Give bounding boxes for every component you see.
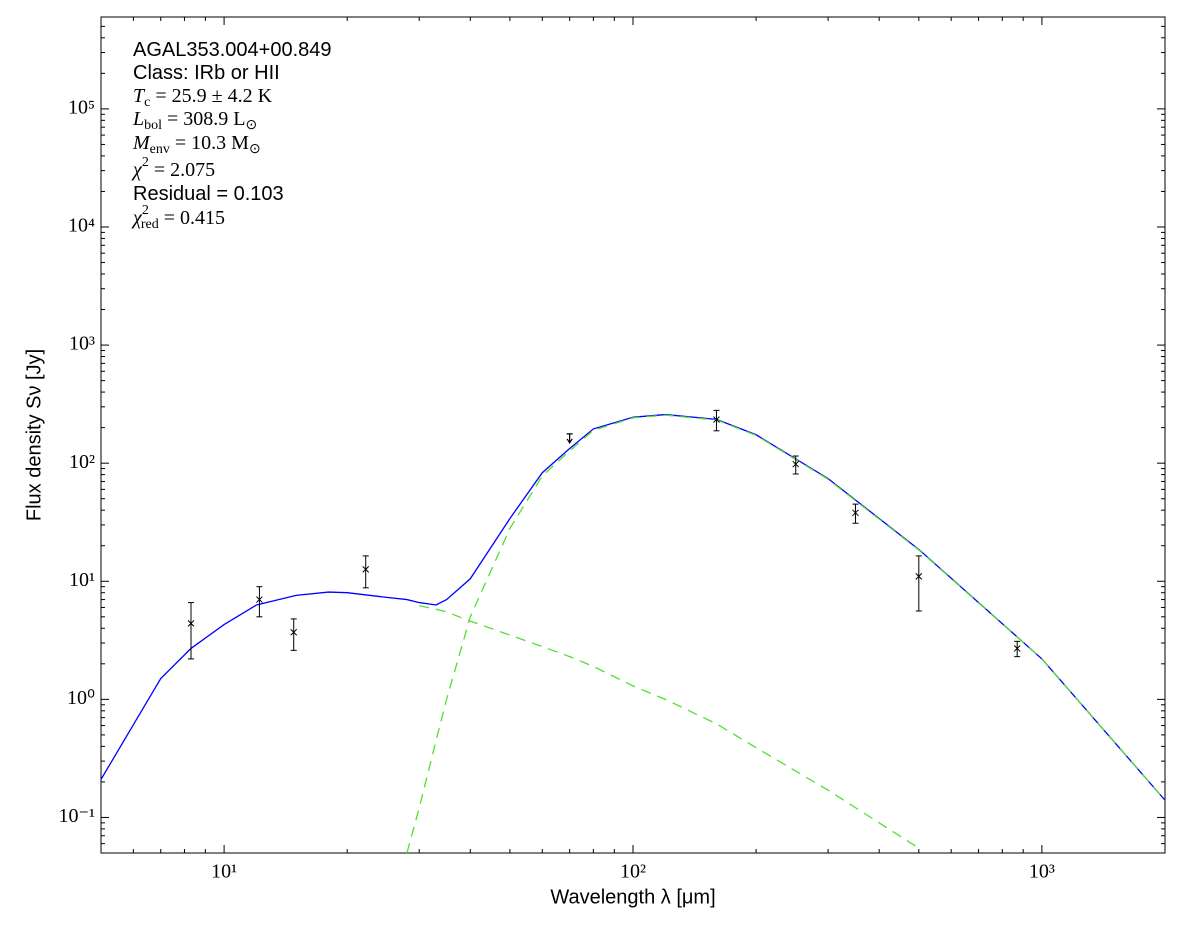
annotation-part: χ <box>131 207 143 229</box>
annotation-part: AGAL353.004+00.849 <box>133 39 332 61</box>
annotation: Class: IRb or HII <box>133 62 280 84</box>
y-axis-label: Flux density Sν [Jy] <box>23 349 45 521</box>
annotation-part: L <box>132 108 144 130</box>
annotation-part: = 308.9 L <box>162 108 246 130</box>
x-axis-label: Wavelength λ [μm] <box>550 886 715 908</box>
annotation-part: = 0.415 <box>159 207 225 229</box>
annotation-part: = 10.3 M <box>170 132 249 154</box>
annotation-part: Residual = 0.103 <box>133 183 284 205</box>
annotation-part: red <box>141 217 159 232</box>
data-point <box>187 620 195 627</box>
data-point <box>852 509 859 517</box>
annotation-part: Class: IRb or HII <box>133 62 280 84</box>
annotation-part: 2 <box>142 203 149 218</box>
y-tick-label: 10⁴ <box>68 215 95 237</box>
x-tick-label: 10¹ <box>211 861 237 883</box>
data-point <box>362 566 370 573</box>
annotation: χ2 = 2.075 <box>131 155 215 180</box>
annotation-part: env <box>150 142 170 157</box>
data-point <box>256 596 263 603</box>
data-point <box>1013 645 1021 652</box>
annotation-part: = 2.075 <box>149 159 215 181</box>
y-tick-label: 10¹ <box>69 569 95 591</box>
error-bar <box>290 618 297 651</box>
y-tick-label: 10³ <box>69 333 95 355</box>
upper-limit <box>566 433 573 445</box>
annotation: Menv = 10.3 M⊙ <box>132 132 261 158</box>
model-line <box>419 605 920 849</box>
annotation-part: bol <box>144 118 162 133</box>
y-tick-label: 10⁵ <box>68 96 95 118</box>
annotation: χ2 red = 0.415 <box>131 203 225 232</box>
y-tick-label: 10⁻¹ <box>58 805 95 827</box>
data-point <box>792 460 800 468</box>
annotation: Lbol = 308.9 L⊙ <box>132 108 257 134</box>
error-bar <box>362 555 369 589</box>
annotation-part: 2 <box>142 155 149 170</box>
data-point <box>290 628 298 636</box>
x-tick-label: 10³ <box>1029 861 1055 883</box>
y-tick-label: 10² <box>69 451 95 473</box>
error-bar <box>188 602 195 660</box>
annotation-part: T <box>133 85 146 107</box>
error-bar <box>915 555 922 612</box>
annotation: Residual = 0.103 <box>133 183 284 205</box>
annotation-part: c <box>144 95 150 110</box>
data-point <box>713 416 720 423</box>
annotation-part: M <box>132 132 151 154</box>
annotation-part: ⊙ <box>246 118 258 133</box>
annotation: Tc = 25.9 ± 4.2 K <box>133 85 273 111</box>
plot-area <box>101 409 1165 853</box>
model-line <box>406 414 1165 853</box>
error-bar <box>713 409 720 432</box>
annotation: AGAL353.004+00.849 <box>133 39 332 61</box>
error-bar <box>852 503 859 524</box>
annotation-part: χ <box>131 159 143 181</box>
error-bar <box>256 586 263 618</box>
data-point <box>915 573 923 580</box>
annotation-part: = 25.9 ± 4.2 K <box>150 85 272 107</box>
annotation-part: ⊙ <box>249 142 261 157</box>
error-bar <box>792 455 799 475</box>
y-tick-label: 10⁰ <box>67 687 95 709</box>
x-tick-label: 10² <box>620 861 646 883</box>
